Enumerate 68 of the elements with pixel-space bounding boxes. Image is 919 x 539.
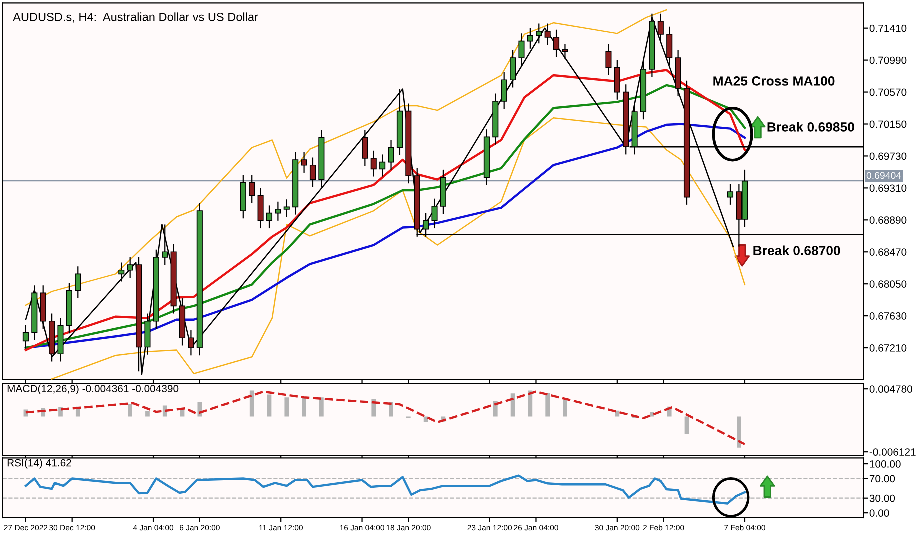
y-tick-label: 30.00 (870, 494, 896, 502)
candlestick (432, 198, 438, 230)
candlestick (727, 184, 734, 206)
chart-title: RSI(14) 41.62 (8, 459, 72, 469)
candlestick (501, 72, 508, 110)
candlestick (666, 26, 673, 66)
candlestick (370, 150, 377, 178)
candlestick (275, 201, 282, 222)
y-tick-label: 0.70990 (870, 56, 907, 64)
y-tick-label: 0.00 (870, 510, 890, 517)
y-tick-label: 0.69310 (870, 184, 907, 192)
candlestick (536, 23, 542, 44)
candlestick (562, 44, 568, 60)
annotation: Break 0.68700 (754, 246, 840, 256)
candlestick (527, 28, 534, 50)
bar (267, 394, 272, 417)
y-tick-label: 100.00 (870, 460, 901, 468)
bar (128, 404, 132, 417)
candlestick (544, 23, 551, 46)
y-tick-label: 0.68890 (870, 216, 907, 224)
bar (302, 397, 306, 417)
candlestick (554, 29, 560, 58)
candlestick (310, 157, 316, 188)
candlestick (284, 199, 290, 218)
text: AUDUSD.s, H4: Australian Dollar vs US Dollar (13, 12, 258, 23)
bar (424, 416, 428, 422)
y-tick-label: 0.68050 (870, 280, 907, 288)
candlestick (266, 205, 273, 230)
y-tick-label: 0.70150 (870, 120, 907, 128)
y-tick-label: 0.68470 (870, 248, 907, 256)
candlestick (127, 256, 134, 279)
y-tick-label: 0.67210 (870, 344, 907, 352)
bar (250, 390, 254, 417)
bar (546, 393, 550, 417)
bar (58, 407, 63, 417)
y-tick-label: 0.69730 (870, 152, 907, 160)
candlestick (188, 330, 194, 356)
candlestick (162, 224, 168, 266)
y-tick-label: 0.70570 (870, 88, 907, 96)
candlestick (518, 33, 525, 66)
line-series (51, 118, 746, 380)
bar (737, 416, 742, 448)
bar (198, 402, 202, 417)
annotation: Break 0.69850 (768, 122, 854, 132)
bar (615, 410, 620, 417)
y-tick-label: 0.67630 (870, 312, 907, 320)
bar (563, 400, 568, 417)
bar (684, 416, 690, 434)
bar (320, 398, 324, 417)
y-tick-label: 0.004780 (870, 386, 912, 393)
candlestick (510, 50, 516, 88)
candlestick (75, 266, 82, 300)
candlestick (118, 262, 125, 282)
candlestick (362, 130, 368, 167)
y-tick-label: 70.00 (870, 475, 896, 483)
bar (146, 412, 150, 417)
bar (284, 398, 290, 417)
candlestick (22, 324, 29, 350)
candlestick (388, 140, 394, 170)
y-tick-label: -0.006121 (870, 448, 916, 456)
candlestick (380, 154, 386, 178)
candlestick (301, 152, 308, 174)
ref-line-label: 0.69404 (866, 172, 902, 180)
candlestick (606, 44, 612, 76)
annotation: MA25 Cross MA100 (714, 76, 835, 86)
y-tick-label: 0.71410 (870, 24, 907, 32)
chart-title: MACD(12,26,9) -0.004361 -0.004390 (8, 384, 179, 395)
candlestick (249, 174, 256, 204)
